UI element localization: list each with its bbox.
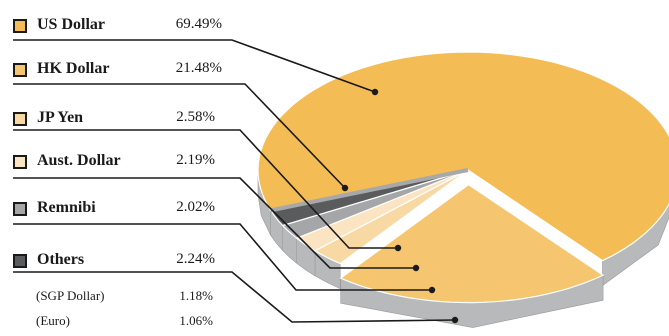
legend-value-us-dollar: 69.49% [175, 16, 222, 32]
legend-item-aust-dollar: Aust. Dollar 2.19% [0, 152, 215, 174]
legend-label-hk-dollar: HK Dollar [37, 60, 110, 77]
legend-label-others: Others [37, 251, 85, 268]
legend-value-remnibi: 2.02% [176, 199, 215, 215]
legend-swatch-remnibi [13, 202, 27, 216]
legend-item-remnibi: Remnibi 2.02% [0, 199, 215, 221]
legend-value-jp-yen: 2.58% [176, 109, 215, 125]
legend-value-hk-dollar: 21.48% [175, 60, 222, 76]
legend-item-hk-dollar: HK Dollar 21.48% [0, 60, 222, 82]
leader-line-others [13, 271, 456, 323]
legend-value-aust-dollar: 2.19% [176, 152, 215, 168]
leader-dot-remnibi [428, 286, 436, 294]
leader-dot-aust-dollar [412, 264, 420, 272]
legend-subvalue-sgp-dollar: 1.18% [179, 288, 213, 303]
leader-line-aust-dollar [13, 177, 416, 269]
leader-lines [13, 39, 459, 324]
pie-edge-highlight [270, 168, 469, 213]
legend-item-us-dollar: US Dollar 69.49% [0, 16, 222, 38]
pie-slice-us-dollar [257, 51, 669, 262]
leader-line-hk-dollar [13, 83, 346, 189]
legend-swatch-aust-dollar [13, 155, 27, 169]
legend-sublabel-sgp-dollar: (SGP Dollar) [36, 288, 105, 303]
leader-dot-jp-yen [394, 244, 402, 252]
legend-swatch-jp-yen [13, 112, 27, 126]
legend-item-others: Others 2.24% [0, 251, 215, 273]
leader-line-us-dollar [13, 39, 376, 93]
leader-dot-hk-dollar [341, 184, 349, 192]
legend-label-aust-dollar: Aust. Dollar [37, 152, 121, 169]
leader-dot-others [451, 316, 459, 324]
pie-top-faces [257, 51, 669, 304]
legend-swatch-hk-dollar [13, 63, 27, 77]
leader-line-jp-yen [13, 129, 398, 249]
legend-label-remnibi: Remnibi [37, 199, 96, 216]
legend-swatch-others [13, 254, 27, 268]
legend-subitem-euro: (Euro) 1.06% [0, 313, 213, 331]
legend-subitem-sgp-dollar: (SGP Dollar) 1.18% [0, 288, 213, 306]
legend-swatch-us-dollar [13, 19, 27, 33]
legend-value-others: 2.24% [176, 251, 215, 267]
leader-line-remnibi [13, 223, 432, 291]
legend-subvalue-euro: 1.06% [179, 313, 213, 328]
legend-item-jp-yen: JP Yen 2.58% [0, 109, 215, 131]
legend-label-us-dollar: US Dollar [37, 16, 105, 33]
leader-dot-us-dollar [371, 88, 379, 96]
legend-sublabel-euro: (Euro) [36, 313, 70, 328]
legend-label-jp-yen: JP Yen [37, 109, 84, 126]
